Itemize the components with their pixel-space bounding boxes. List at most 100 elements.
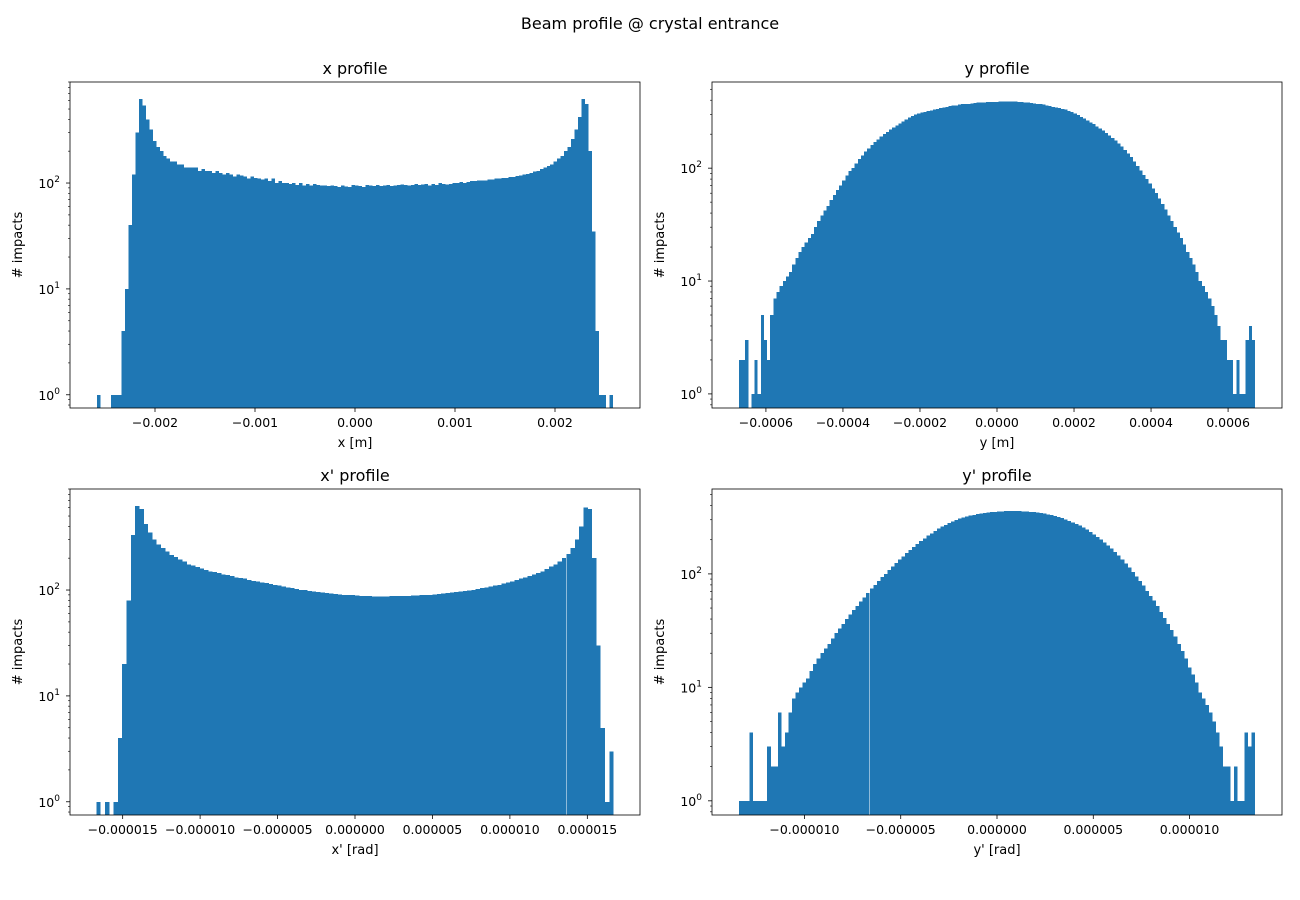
histogram-bar [191, 167, 195, 408]
histogram-bar [1053, 516, 1058, 815]
histogram-bar [600, 727, 606, 815]
histogram-bar [549, 566, 554, 815]
x-tick-label: −0.000015 [88, 822, 158, 837]
histogram-bar [954, 105, 958, 408]
histogram-bar [1152, 600, 1157, 815]
histogram-bar [393, 595, 399, 815]
histogram-bar [1217, 325, 1221, 408]
histogram-bar [1035, 512, 1040, 815]
y-tick-label: 100 [38, 794, 60, 810]
histogram-bar [333, 593, 338, 815]
histogram-bar [170, 161, 174, 408]
histogram-bar [845, 619, 849, 815]
y-tick-label: 102 [38, 175, 60, 191]
histogram-bar [561, 558, 567, 815]
histogram-bar [997, 511, 1001, 815]
histogram-bar [487, 179, 491, 408]
histogram-bar [785, 276, 790, 408]
histogram-bar [148, 532, 153, 815]
histogram-bars [738, 101, 1256, 409]
histogram-bar [1004, 101, 1008, 408]
histogram-bar [820, 653, 824, 815]
histogram-bar [1004, 511, 1008, 815]
histogram-bar [1226, 766, 1231, 815]
histogram-bar [807, 238, 811, 408]
histogram-bar [379, 185, 383, 408]
histogram-bar [400, 184, 404, 408]
histogram-bar [1067, 110, 1071, 408]
histogram-bar [1064, 519, 1068, 815]
histogram-bar [1032, 512, 1036, 815]
histogram-bar [114, 394, 118, 408]
subplot-title: y profile [964, 59, 1029, 78]
histogram-bar [511, 177, 516, 408]
histogram-bar [1057, 108, 1062, 409]
histogram-bar [806, 678, 810, 815]
histogram-bar [274, 183, 279, 408]
histogram-bar [1046, 514, 1051, 815]
histogram-bar [257, 178, 261, 408]
histogram-bar [1212, 721, 1217, 815]
histogram-bar [1223, 766, 1227, 815]
histogram-bar [510, 581, 515, 815]
histogram-bar [398, 595, 403, 815]
histogram-bar [919, 540, 923, 815]
x-tick-label: −0.000005 [242, 822, 312, 837]
histogram-bar [149, 129, 153, 409]
histogram-bar [1173, 636, 1178, 815]
histogram-bar [1167, 215, 1171, 408]
histogram-bar [1131, 571, 1135, 815]
histogram-bar [1219, 746, 1224, 815]
histogram-bar [942, 107, 946, 409]
histogram-bar [1230, 800, 1234, 815]
histogram-bar [1187, 667, 1192, 815]
histogram-bar [1092, 534, 1096, 815]
histogram-bar [467, 590, 472, 815]
histogram-bar [1149, 595, 1153, 815]
histogram-bar [527, 575, 532, 815]
histogram-bar [920, 112, 924, 409]
histogram-bar [452, 183, 457, 408]
histogram-bar [1021, 511, 1026, 815]
y-axis-label: # impacts [653, 619, 668, 686]
histogram-bar [411, 595, 416, 815]
histogram-bar [316, 184, 321, 408]
histogram-bar [1020, 102, 1024, 409]
histogram-bar [372, 596, 377, 815]
histogram-bar [823, 210, 827, 408]
histogram-bar [581, 99, 586, 408]
histogram-bar [215, 170, 220, 408]
histogram-bar [907, 117, 911, 408]
histogram-bar [212, 172, 216, 408]
histogram-bar [1028, 511, 1033, 815]
histogram-bar [407, 185, 411, 408]
histogram-bar [1007, 511, 1012, 815]
histogram-bar [484, 180, 488, 408]
histogram-bar [779, 286, 783, 408]
histogram-bar [605, 801, 610, 815]
histogram-bar [1136, 165, 1140, 408]
histogram-bar [375, 184, 380, 408]
x-tick-label: 0.000010 [1160, 822, 1220, 837]
histogram-bar [1120, 559, 1125, 815]
x-tick-label: −0.0004 [816, 415, 870, 430]
histogram-bar [859, 601, 863, 815]
histogram-bar [180, 164, 185, 408]
histogram-bar [1208, 298, 1212, 408]
histogram-bar [892, 127, 896, 408]
histogram-bar [156, 146, 160, 408]
histogram-bar [1117, 143, 1121, 408]
histogram-bar [121, 331, 125, 408]
histogram-bar [208, 170, 213, 408]
histogram-bar [1240, 800, 1245, 815]
histogram-bar [316, 591, 321, 815]
histogram-bar [232, 176, 237, 408]
histogram-bar [303, 590, 308, 815]
histogram-bar [497, 178, 502, 408]
histogram-bar [1251, 340, 1256, 408]
histogram-bar [801, 247, 805, 408]
histogram-bar [402, 595, 407, 815]
subplot-1: −0.002 −0.001 0.000 0.001 0.002 100 101 102 x pr… [11, 59, 641, 451]
histogram-bar [860, 155, 865, 408]
histogram-bar [1138, 580, 1142, 815]
